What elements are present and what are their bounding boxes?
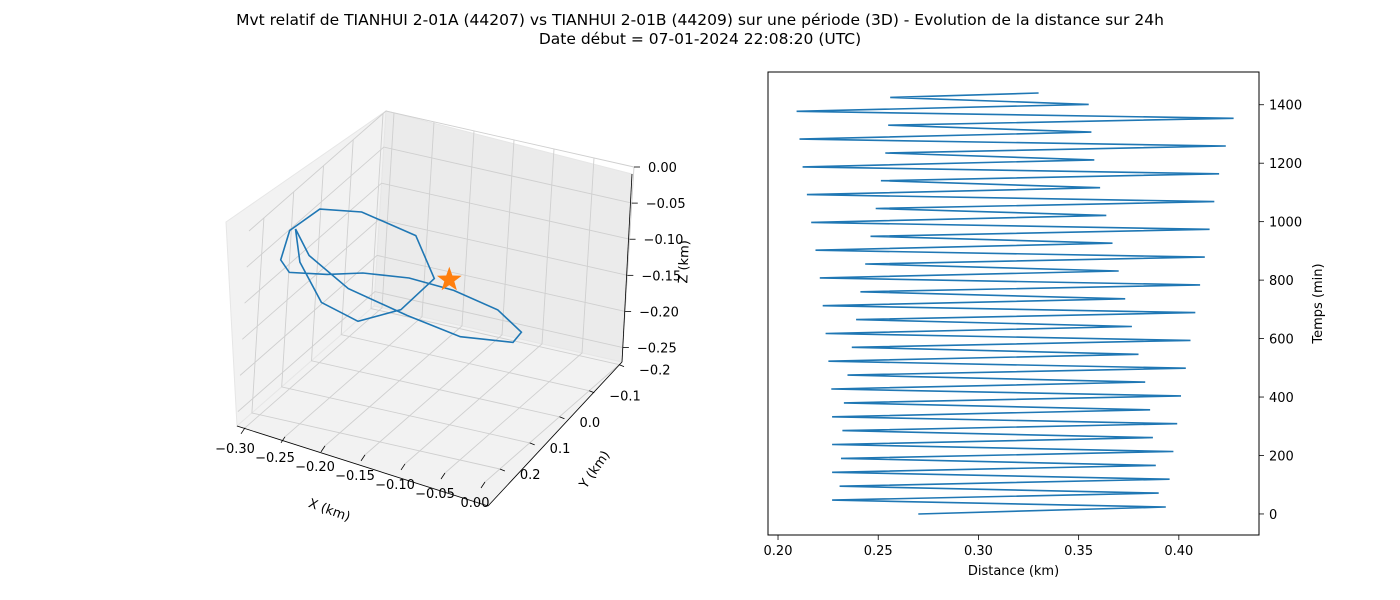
x-gridline — [324, 130, 475, 447]
x-tick — [240, 427, 246, 435]
y-tick — [589, 390, 595, 394]
x-tick-label: −0.25 — [255, 451, 295, 466]
distance-axis-label: Distance (km) — [968, 564, 1059, 579]
y-tick-label: −0.2 — [639, 364, 671, 379]
x-tick-label: −0.10 — [375, 478, 415, 493]
time-axis-label: Temps (min) — [1311, 263, 1326, 344]
distance-tick-label: 0.30 — [964, 544, 993, 559]
y-tick — [559, 416, 565, 420]
x-tick-label: −0.30 — [215, 442, 255, 457]
z-gridline — [246, 146, 632, 268]
x-gridline — [244, 112, 395, 429]
distance-series-line — [796, 92, 1234, 515]
z-tick-label: −0.15 — [641, 269, 681, 284]
distance-tick-label: 0.20 — [764, 544, 793, 559]
distance-tick-label: 0.40 — [1164, 544, 1193, 559]
y-tick — [618, 364, 625, 367]
time-tick-label: 1000 — [1269, 216, 1302, 231]
time-tick-label: 800 — [1269, 274, 1294, 289]
y-gridline — [311, 165, 560, 418]
x-tick-label: −0.20 — [295, 460, 335, 475]
plot-frame — [767, 71, 1260, 536]
time-tick-label: 0 — [1269, 508, 1277, 523]
x-tick — [400, 463, 406, 471]
x-tick — [320, 445, 326, 453]
z-gridline — [244, 182, 630, 304]
x-tick-label: −0.05 — [415, 487, 455, 502]
z-tick-label: −0.20 — [639, 305, 679, 320]
y-gridline — [370, 113, 620, 366]
z-axis-label: Z (km) — [676, 240, 693, 284]
z-tick-label: −0.10 — [644, 233, 684, 248]
trajectory-3d-plot: −0.30−0.25−0.20−0.15−0.10−0.050.00−0.2−0… — [215, 110, 693, 525]
distance-time-plot: 0.20 0.25 0.30 0.35 0.40 0 200 400 600 800 1000 120… — [764, 71, 1326, 579]
time-tick-label: 1400 — [1269, 99, 1302, 114]
x-tick — [480, 481, 486, 489]
y-axis-line — [487, 361, 623, 507]
x-tick — [360, 454, 366, 462]
x-gridline — [404, 148, 555, 465]
x-tick-label: −0.15 — [335, 469, 375, 484]
y-gridline — [281, 191, 530, 444]
x-tick-label: 0.00 — [461, 496, 490, 511]
distance-tick-label: 0.25 — [864, 544, 893, 559]
figure-subtitle: Date début = 07-01-2024 22:08:20 (UTC) — [539, 30, 861, 48]
z-gridline — [237, 291, 623, 412]
z-tick-label: −0.05 — [646, 197, 686, 212]
time-tick-label: 400 — [1269, 391, 1294, 406]
star-icon — [436, 266, 462, 291]
y-tick — [499, 468, 506, 472]
trajectory-line — [279, 208, 523, 344]
axes-3d — [236, 173, 633, 507]
y-gridline — [340, 139, 590, 392]
time-tick-label: 200 — [1269, 449, 1294, 464]
x-axis-line — [236, 425, 489, 507]
figure-title: Mvt relatif de TIANHUI 2-01A (44207) vs … — [236, 11, 1164, 29]
z-axis-line — [621, 173, 633, 363]
x-gridline — [444, 157, 595, 474]
x-tick — [280, 436, 286, 444]
ticks-2d: 0.20 0.25 0.30 0.35 0.40 0 200 400 600 800 1000 120… — [764, 99, 1303, 559]
x-tick — [440, 472, 446, 480]
y-tick-label: 0.0 — [579, 416, 600, 431]
z-tick-label: 0.00 — [648, 161, 677, 176]
distance-tick-label: 0.35 — [1064, 544, 1093, 559]
y-gridline — [251, 217, 500, 470]
tick-labels-3d: −0.30−0.25−0.20−0.15−0.10−0.050.00−0.2−0… — [215, 161, 686, 511]
time-tick-label: 1200 — [1269, 157, 1302, 172]
z-gridline — [239, 254, 626, 376]
y-tick-label: 0.2 — [520, 468, 541, 483]
z-tick-label: −0.25 — [637, 342, 677, 357]
y-tick — [529, 442, 535, 446]
x-gridline — [364, 139, 515, 456]
x-gridline — [284, 121, 435, 438]
y-tick-label: −0.1 — [609, 390, 641, 405]
y-tick-label: 0.1 — [550, 442, 571, 457]
time-tick-label: 600 — [1269, 333, 1294, 348]
z-gridline — [248, 110, 635, 232]
